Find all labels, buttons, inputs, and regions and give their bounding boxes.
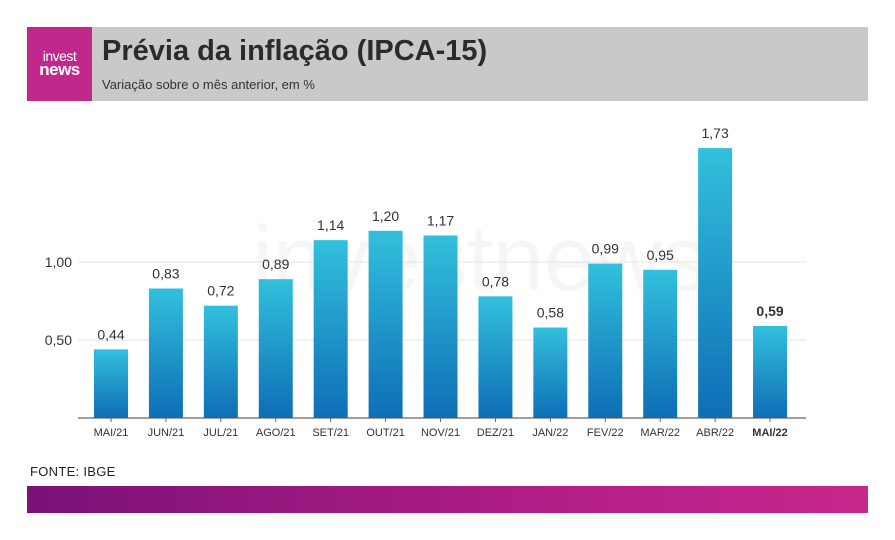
bar	[588, 263, 623, 418]
data-label: 0,58	[537, 305, 564, 321]
logo-text-news: news	[39, 59, 80, 79]
bar	[368, 230, 403, 418]
investnews-logo: invest news	[27, 27, 92, 101]
x-tick-label: SET/21	[312, 427, 349, 439]
x-tick-label: FEV/22	[587, 427, 624, 439]
x-tick-label: JUL/21	[203, 427, 238, 439]
x-tick-label: MAI/21	[94, 427, 129, 439]
data-label: 1,20	[372, 208, 399, 224]
bar	[203, 305, 238, 418]
data-label: 0,44	[97, 326, 124, 342]
bar	[423, 235, 458, 418]
x-tick-label: JUN/21	[148, 427, 185, 439]
data-label: 0,83	[152, 266, 179, 282]
footer-bar	[27, 486, 868, 513]
bar	[533, 327, 568, 418]
chart-subtitle: Variação sobre o mês anterior, em %	[102, 77, 315, 92]
chart-header: invest news Prévia da inflação (IPCA-15)…	[27, 27, 868, 101]
x-tick-label: JAN/22	[532, 427, 568, 439]
data-label: 0,78	[482, 273, 509, 289]
data-label: 1,17	[427, 212, 454, 228]
x-tick-label: AGO/21	[256, 427, 296, 439]
bar	[258, 279, 293, 418]
data-label: 1,14	[317, 217, 344, 233]
y-tick-label: 0,50	[45, 332, 72, 348]
bar	[643, 269, 678, 418]
data-label: 0,72	[207, 283, 234, 299]
logo-text-invest: invest	[42, 47, 77, 64]
bar	[94, 349, 128, 418]
source-note: FONTE: IBGE	[30, 464, 116, 479]
x-tick-label: MAR/22	[640, 427, 680, 439]
chart-title: Prévia da inflação (IPCA-15)	[102, 35, 488, 67]
x-tick-label: NOV/21	[421, 427, 460, 439]
bar	[313, 240, 348, 418]
bar	[478, 296, 513, 418]
bar	[148, 288, 183, 418]
data-label: 0,99	[592, 241, 619, 257]
x-tick-label: DEZ/21	[477, 427, 514, 439]
data-label: 1,73	[701, 125, 728, 141]
x-tick-label: ABR/22	[696, 427, 734, 439]
data-label: 0,89	[262, 256, 289, 272]
data-label: 0,95	[647, 247, 674, 263]
bar	[698, 148, 733, 418]
data-label: 0,59	[756, 303, 783, 319]
bar	[753, 325, 788, 418]
x-tick-label: OUT/21	[366, 427, 405, 439]
y-tick-label: 1,00	[45, 254, 72, 270]
x-tick-label: MAI/22	[752, 427, 787, 439]
